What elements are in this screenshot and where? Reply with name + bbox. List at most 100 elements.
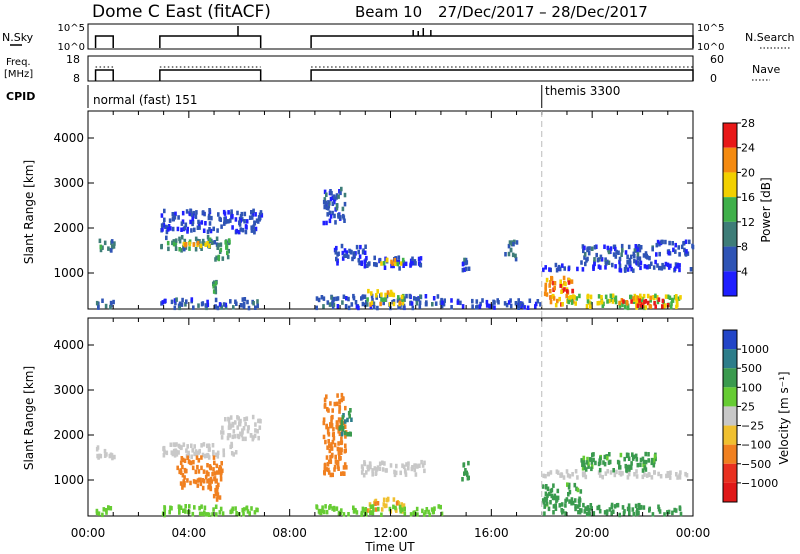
heatmap-cell — [252, 208, 255, 214]
heatmap-cell — [582, 502, 585, 508]
heatmap-cell — [643, 264, 647, 269]
heatmap-cell — [98, 453, 101, 459]
heatmap-cell — [236, 425, 239, 430]
heatmap-cell — [555, 469, 559, 474]
heatmap-cell — [198, 505, 201, 511]
heatmap-cell — [544, 485, 548, 490]
heatmap-cell — [219, 506, 223, 512]
heatmap-cell — [374, 507, 378, 512]
heatmap-cell — [534, 301, 538, 307]
velocity-colorbar-tick-label: −25 — [741, 420, 764, 433]
freq-interval — [94, 69, 114, 81]
heatmap-cell — [110, 248, 113, 253]
heatmap-cell — [325, 467, 328, 472]
heatmap-cell — [660, 239, 663, 245]
heatmap-cell — [335, 245, 338, 251]
heatmap-cell — [196, 240, 200, 246]
heatmap-cell — [628, 260, 632, 266]
heatmap-cell — [650, 457, 654, 463]
heatmap-cell — [173, 215, 177, 220]
x-tick-label: 04:00 — [172, 526, 207, 540]
heatmap-cell — [227, 248, 230, 254]
heatmap-cell — [101, 512, 104, 518]
heatmap-cell — [260, 213, 264, 218]
heatmap-cell — [336, 421, 339, 427]
heatmap-cell — [641, 468, 645, 473]
heatmap-cell — [639, 265, 642, 271]
heatmap-cell — [528, 298, 532, 303]
heatmap-cell — [190, 212, 194, 217]
heatmap-cell — [323, 204, 326, 210]
heatmap-cell — [615, 249, 618, 255]
heatmap-cell — [440, 511, 444, 517]
heatmap-cell — [201, 238, 205, 244]
nsky-interval — [310, 35, 694, 48]
heatmap-cell — [186, 455, 189, 460]
heatmap-cell — [638, 256, 642, 261]
heatmap-cell — [104, 303, 108, 309]
heatmap-cell — [507, 251, 511, 257]
heatmap-cell — [583, 509, 587, 514]
heatmap-cell — [440, 297, 443, 303]
heatmap-cell — [380, 297, 383, 302]
figure-title: Dome C East (fitACF) — [92, 2, 271, 22]
heatmap-cell — [180, 302, 184, 307]
heatmap-cell — [612, 509, 615, 514]
heatmap-cell — [227, 418, 231, 423]
heatmap-cell — [603, 454, 607, 460]
heatmap-cell — [608, 507, 612, 512]
heatmap-cell — [544, 491, 548, 496]
heatmap-cell — [383, 461, 386, 466]
heatmap-cell — [653, 301, 656, 306]
heatmap-cell — [411, 256, 414, 261]
x-tick-label: 20:00 — [575, 526, 610, 540]
heatmap-cell — [381, 460, 384, 465]
heatmap-cell — [227, 238, 231, 243]
heatmap-cell — [542, 473, 545, 479]
heatmap-cell — [194, 247, 198, 252]
heatmap-cell — [246, 509, 250, 514]
heatmap-cell — [570, 297, 573, 303]
velocity-heatmap — [95, 392, 689, 518]
heatmap-cell — [549, 280, 552, 285]
heatmap-cell — [647, 472, 651, 477]
heatmap-cell — [190, 454, 193, 459]
heatmap-cell — [601, 474, 604, 480]
heatmap-cell — [388, 506, 392, 512]
heatmap-cell — [194, 214, 198, 219]
heatmap-cell — [613, 504, 617, 509]
heatmap-cell — [366, 508, 369, 513]
power-colorbar-swatch — [723, 147, 737, 173]
heatmap-cell — [183, 246, 186, 252]
heatmap-cell — [404, 472, 408, 477]
heatmap-cell — [597, 470, 601, 475]
heatmap-cell — [377, 506, 380, 512]
heatmap-cell — [95, 300, 99, 306]
heatmap-cell — [224, 240, 227, 245]
heatmap-cell — [650, 261, 653, 266]
heatmap-cell — [323, 402, 327, 407]
heatmap-cell — [674, 294, 678, 299]
heatmap-cell — [204, 512, 207, 517]
heatmap-cell — [644, 459, 648, 465]
heatmap-cell — [252, 435, 255, 440]
heatmap-cell — [576, 475, 579, 480]
heatmap-cell — [186, 229, 189, 234]
heatmap-cell — [534, 304, 537, 309]
heatmap-cell — [224, 305, 228, 310]
heatmap-cell — [507, 300, 511, 305]
heatmap-cell — [586, 456, 589, 462]
heatmap-cell — [211, 512, 214, 517]
heatmap-cell — [97, 511, 101, 516]
velocity-colorbar-tick-label: 100 — [741, 381, 762, 394]
heatmap-cell — [513, 239, 516, 245]
heatmap-cell — [217, 212, 220, 217]
heatmap-cell — [618, 470, 621, 476]
heatmap-cell — [335, 195, 338, 200]
heatmap-cell — [254, 422, 257, 427]
heatmap-cell — [519, 302, 522, 307]
heatmap-cell — [576, 266, 579, 272]
heatmap-cell — [479, 301, 482, 307]
heatmap-cell — [639, 296, 643, 301]
heatmap-cell — [163, 509, 166, 515]
